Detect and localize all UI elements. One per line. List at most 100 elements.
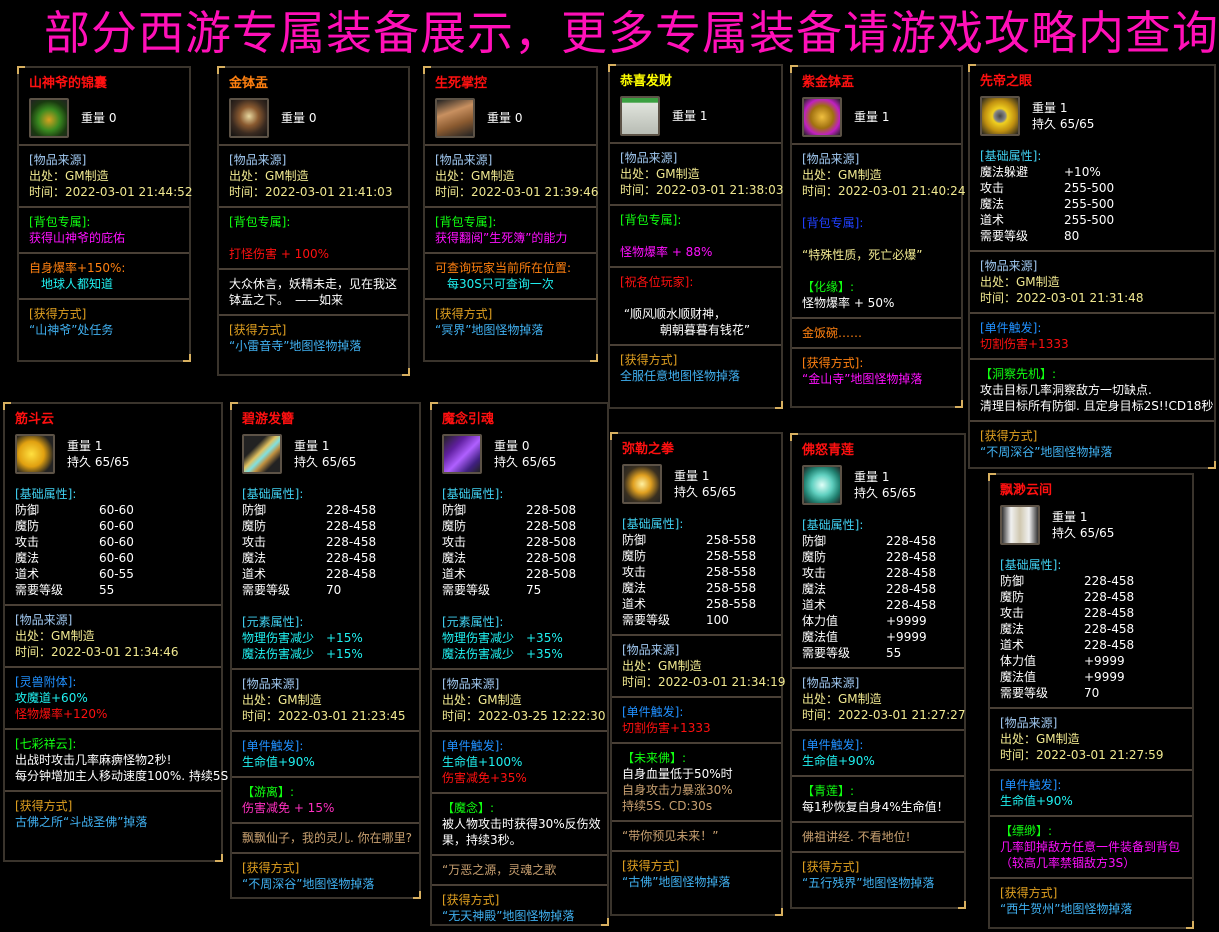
page-title: 部分西游专属装备展示，更多专属装备请游戏攻略内查询	[44, 6, 1219, 60]
item-tooltip-card: 魔念引魂 重量 0 持久 65/65 [基础属性]: 防御 228-508 魔防 228-50…	[430, 402, 609, 926]
tooltip-line: “西牛贺州”地图怪物掉落	[1000, 902, 1133, 916]
attribute-row: 魔法 228-458	[242, 550, 409, 566]
attribute-name: 道术	[980, 213, 1005, 227]
tooltip-line: [获得方式]	[242, 861, 300, 875]
stat-line: 持久 65/65	[294, 455, 357, 469]
item-header: 重量 1	[610, 92, 781, 142]
attribute-name: 魔法伤害减少	[442, 647, 515, 661]
attribute-value: 55	[886, 646, 902, 660]
tooltip-line: “顺风顺水顺财神，	[620, 307, 727, 321]
tooltip-line: 大众休言，妖精未走，见在我这	[229, 277, 398, 291]
tooltip-line: 自身血量低于50%时	[622, 767, 733, 781]
tooltip-section: [获得方式] “小雷音寺”地图怪物掉落	[219, 314, 408, 360]
tooltip-section: [基础属性]: 防御 228-458 魔防 228-458 攻击 228-458 魔法 228-…	[232, 480, 419, 668]
attribute-name: 防御	[442, 503, 467, 517]
tooltip-line	[802, 199, 951, 215]
stat-line: 重量 1	[854, 470, 890, 484]
tooltip-line: “不周深谷”地图怪物掉落	[242, 877, 375, 891]
attribute-row: 道术 258-558	[622, 596, 771, 612]
tooltip-line: [物品来源]	[435, 153, 493, 167]
attribute-name: 需要等级	[1000, 686, 1049, 700]
tooltip-line: [背包专属]:	[802, 216, 864, 230]
item-tooltip-card: 恭喜发财 重量 1 [物品来源] 出处：GM制造 时间：2022-03-01 21:38…	[608, 64, 783, 409]
tooltip-line: 生命值+90%	[242, 755, 315, 769]
tooltip-line: [物品来源]	[802, 152, 860, 166]
tooltip-line: 每30S只可查询一次	[435, 277, 554, 291]
tooltip-line: [物品来源]	[229, 153, 287, 167]
attribute-row: 体力值 +9999	[802, 613, 954, 629]
stat-line: 重量 0	[281, 111, 317, 125]
item-tooltip-card: 紫金钵盂 重量 1 [物品来源] 出处：GM制造 时间：2022-03-01 21:40…	[790, 65, 965, 408]
tooltip-section: [物品来源] 出处：GM制造 时间：2022-03-01 21:41:03	[219, 144, 408, 206]
attribute-value: 228-508	[526, 519, 577, 533]
tooltip-line: 时间：2022-03-01 21:23:45	[242, 709, 406, 723]
tooltip-line: 每1秒恢复自身4%生命值！	[802, 800, 949, 814]
tooltip-line: 自身爆率+150%:	[29, 261, 126, 275]
tooltip-section: [获得方式] “西牛贺州”地图怪物掉落	[990, 877, 1192, 923]
attribute-value: 80	[1064, 229, 1080, 243]
attribute-name: 攻击	[802, 566, 827, 580]
item-header: 重量 0 持久 65/65	[432, 430, 607, 480]
tooltip-line: 获得山神爷的庇佑	[29, 231, 126, 245]
tooltip-section: [物品来源] 出处：GM制造 时间：2022-03-01 21:34:46	[5, 604, 221, 666]
attribute-value: +10%	[1064, 165, 1101, 179]
tooltip-line: [获得方式]	[229, 323, 287, 337]
tooltip-line: [获得方式]	[15, 799, 73, 813]
tooltip-line: 伤害减免+35%	[442, 771, 527, 785]
attribute-value: +9999	[886, 630, 927, 644]
attribute-name: 物理伤害减少	[242, 631, 315, 645]
item-tooltip-card: 金钵盂 重量 0 [物品来源] 出处：GM制造 时间：2022-03-01 21:41:…	[217, 66, 410, 376]
purple-gold-bowl-icon	[802, 97, 842, 137]
tooltip-section: 【魔念】: 被人物攻击时获得30%反伤效 果，持续3秒。	[432, 792, 607, 854]
attribute-value: 228-508	[526, 551, 577, 565]
tooltip-line: 佛祖讲经. 不看地位!	[802, 830, 911, 844]
tooltip-line: [获得方式]	[1000, 886, 1058, 900]
tooltip-section: [灵兽附体]: 攻魔道+60% 怪物爆率+120%	[5, 666, 221, 728]
golden-eye-icon	[980, 96, 1020, 136]
attribute-name: 道术	[1000, 638, 1025, 652]
item-tooltip-card: 佛怒青莲 重量 1 持久 65/65 [基础属性]: 防御 228-458 魔防 228-45…	[790, 433, 966, 909]
attribute-value: 228-458	[1084, 574, 1135, 588]
tooltip-line: [单件触发]:	[622, 705, 684, 719]
tooltip-section: [物品来源] 出处：GM制造 时间：2022-03-01 21:27:59	[990, 707, 1192, 769]
lotus-icon	[802, 465, 842, 505]
attribute-name: 道术	[442, 567, 467, 581]
item-header: 重量 1 持久 65/65	[792, 461, 964, 511]
tooltip-line: [物品来源]	[980, 259, 1038, 273]
attribute-value: 228-458	[1084, 606, 1135, 620]
attribute-value: 255-500	[1064, 213, 1115, 227]
tooltip-line: 持续5S. CD:30s	[622, 799, 713, 813]
tooltip-line: 时间：2022-03-01 21:34:19	[622, 675, 786, 689]
attribute-row: 魔法 255-500	[980, 196, 1204, 212]
tooltip-section: [获得方式] 古佛之所“斗战圣佛”掉落	[5, 790, 221, 836]
tooltip-line: [基础属性]:	[980, 149, 1042, 163]
tooltip-line: [七彩祥云]:	[15, 737, 77, 751]
item-stats: 重量 1 持久 65/65	[1052, 509, 1114, 541]
tooltip-section: [获得方式] “不周深谷”地图怪物掉落	[232, 852, 419, 898]
tooltip-section: [物品来源] 出处：GM制造 时间：2022-03-01 21:40:24 [背包专属…	[792, 143, 965, 317]
attribute-value: 255-500	[1064, 181, 1115, 195]
attribute-row: 攻击 228-508	[442, 534, 597, 550]
attribute-name: 体力值	[802, 614, 839, 628]
attribute-name: 攻击	[242, 535, 267, 549]
attribute-row: 魔法伤害减少 +35%	[442, 646, 597, 662]
attribute-value: 228-458	[326, 551, 377, 565]
attribute-value: 100	[706, 613, 729, 627]
tooltip-section: [基础属性]: 防御 258-558 魔防 258-558 攻击 258-558 魔法 258-…	[612, 510, 781, 634]
attribute-value: 228-458	[886, 534, 937, 548]
item-name: 飘渺云间	[1000, 483, 1053, 498]
attribute-row: 防御 228-458	[1000, 573, 1182, 589]
tooltip-line: [物品来源]	[442, 677, 500, 691]
attribute-value: 228-458	[1084, 622, 1135, 636]
tooltip-line: 出战时攻击几率麻痹怪物2秒!	[15, 753, 172, 767]
tooltip-line: （较高几率禁锢敌方3S）	[1000, 856, 1136, 870]
attribute-row: 防御 228-458	[802, 533, 954, 549]
tooltip-line: [获得方式]	[435, 307, 493, 321]
attribute-row: 攻击 228-458	[242, 534, 409, 550]
tooltip-line: [元素属性]:	[442, 615, 504, 629]
attribute-value: 75	[526, 583, 542, 597]
attribute-row: 需要等级 70	[1000, 685, 1182, 701]
attribute-name: 魔防	[242, 519, 267, 533]
tooltip-line: 地球人都知道	[29, 277, 114, 291]
tooltip-section: [基础属性]: 防御 228-458 魔防 228-458 攻击 228-458 魔法 228-…	[990, 551, 1192, 707]
